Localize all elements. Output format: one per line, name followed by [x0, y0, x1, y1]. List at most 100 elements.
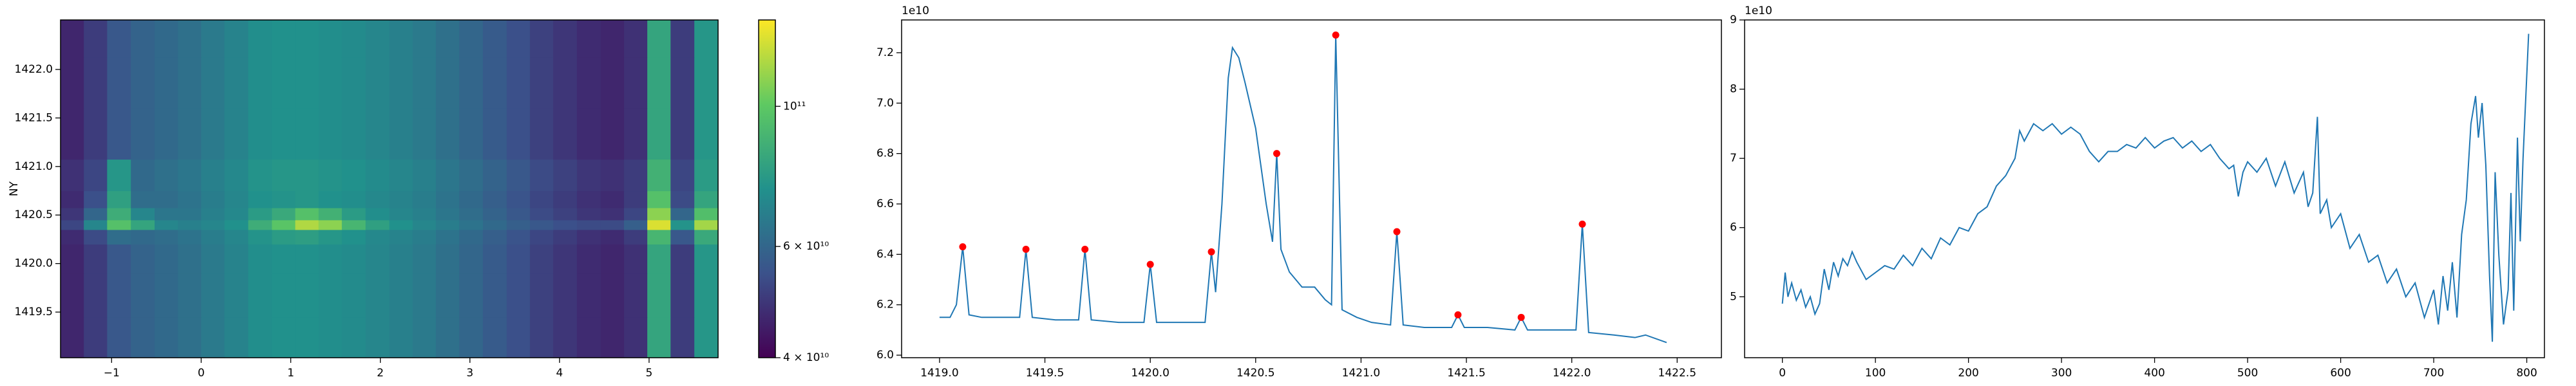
heatmap-cell [553, 20, 578, 58]
heatmap-cell [341, 207, 366, 221]
heatmap-cell [248, 159, 272, 192]
heatmap-cell [224, 207, 249, 221]
heatmap-cell [107, 317, 131, 358]
heatmap-cell [576, 219, 601, 230]
heatmap-cell [506, 190, 531, 208]
y-tick-label: 6.8 [876, 147, 894, 160]
peak-marker [1208, 248, 1215, 255]
heatmap-cell [389, 159, 413, 192]
heatmap-cell [412, 229, 437, 245]
heatmap-cell [61, 219, 84, 230]
heatmap-cell [318, 20, 343, 58]
heatmap-cell [224, 219, 249, 230]
heatmap-cell [155, 317, 178, 358]
heatmap-cell [248, 190, 272, 208]
heatmap-cell [201, 317, 225, 358]
heatmap-cell [318, 159, 343, 192]
heatmap-cell [341, 317, 366, 358]
heatmap-cell [295, 20, 319, 58]
heatmap-cell [412, 207, 437, 221]
heatmap-cell [84, 20, 108, 58]
axes-frame [901, 19, 1722, 358]
heatmap-cell [506, 244, 531, 274]
heatmap-cell [694, 207, 719, 221]
heatmap-cell [131, 190, 155, 208]
heatmap-cell [576, 207, 601, 221]
heatmap-cell [61, 190, 84, 208]
heatmap-cell [248, 219, 272, 230]
heatmap-cell [131, 159, 155, 192]
heatmap-cell [553, 219, 578, 230]
heatmap-cell [107, 244, 131, 274]
heatmap-cell [155, 244, 178, 274]
heatmap-cell [61, 159, 84, 192]
heatmap-cell [84, 317, 108, 358]
heatmap-cell [459, 317, 484, 358]
heatmap-cell [341, 273, 366, 318]
heatmap-cell [389, 57, 413, 109]
heatmap-cell [272, 57, 296, 109]
heatmap-cell [506, 219, 531, 230]
heatmap-cell [318, 317, 343, 358]
heatmap-cell [201, 229, 225, 245]
heatmap-cell [576, 317, 601, 358]
heatmap-cell [272, 244, 296, 274]
heatmap-cell [553, 229, 578, 245]
x-tick-label: 1 [287, 367, 294, 380]
heatmap-cell [435, 317, 460, 358]
heatmap-cell [412, 317, 437, 358]
heatmap-cell [576, 159, 601, 192]
heatmap-cell [155, 273, 178, 318]
heatmap-cell [84, 57, 108, 109]
heatmap-cell [506, 57, 531, 109]
heatmap-cell [248, 229, 272, 245]
heatmap-cell [201, 207, 225, 221]
heatmap-cell [201, 273, 225, 318]
heatmap-cell [318, 244, 343, 274]
heatmap-cell [107, 159, 131, 192]
heatmap-cell [553, 207, 578, 221]
heatmap-cell [84, 273, 108, 318]
heatmap-cell [482, 159, 507, 192]
heatmap-cell [600, 207, 625, 221]
heatmap-cell [131, 57, 155, 109]
heatmap-cell [670, 108, 695, 160]
heatmap-cell [506, 317, 531, 358]
heatmap-cell [295, 317, 319, 358]
heatmap-cell [107, 20, 131, 58]
heatmap-cell [155, 57, 178, 109]
heatmap-cell [529, 108, 554, 160]
heatmap-cell [84, 244, 108, 274]
heatmap-cell [155, 229, 178, 245]
heatmap-cell [412, 190, 437, 208]
y-tick-label: 1421.5 [15, 111, 53, 124]
heatmap-cell [365, 57, 390, 109]
heatmap-cell [529, 273, 554, 318]
heatmap-cell [506, 108, 531, 160]
x-tick-label: 600 [2330, 367, 2351, 380]
heatmap-cell [459, 20, 484, 58]
heatmap-cell [623, 219, 648, 230]
line-series [939, 35, 1667, 344]
heatmap-cell [107, 229, 131, 245]
heatmap-cell [647, 273, 671, 318]
x-tick-label: −1 [104, 367, 120, 380]
heatmap-cell [389, 244, 413, 274]
heatmap-cell [131, 108, 155, 160]
heatmap-cell [600, 273, 625, 318]
heatmap-cell [600, 219, 625, 230]
heatmap-cell [694, 159, 719, 192]
heatmap-cell [341, 20, 366, 58]
heatmap-cell [155, 20, 178, 58]
heatmap-cell [224, 229, 249, 245]
heatmap-cell [178, 57, 202, 109]
heatmap-cell [459, 207, 484, 221]
heatmap-cell [647, 207, 671, 221]
colorbar-tick-label: 10¹¹ [783, 100, 806, 113]
heatmap-cell [178, 207, 202, 221]
peak-marker [1081, 246, 1089, 253]
heatmap-cell [670, 317, 695, 358]
heatmap-cell [61, 108, 84, 160]
heatmap-cell [576, 273, 601, 318]
heatmap-cell [201, 20, 225, 58]
